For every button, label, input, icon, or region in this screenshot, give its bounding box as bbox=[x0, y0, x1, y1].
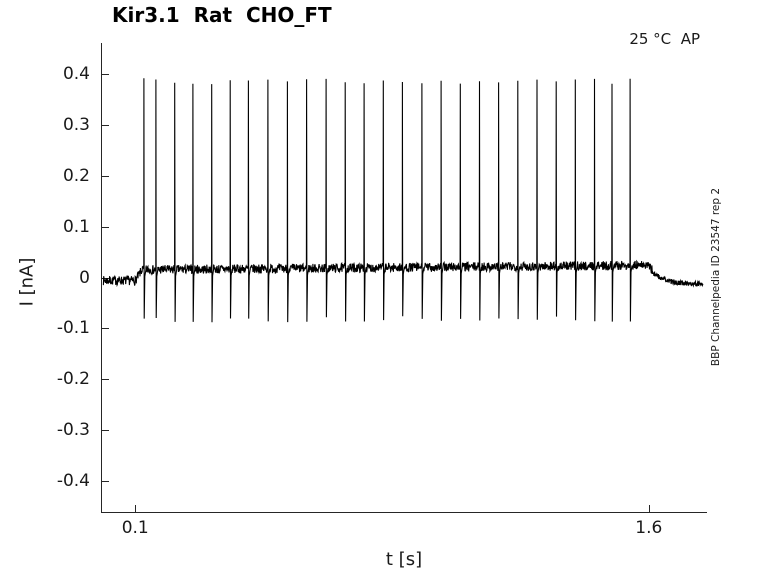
y-tick-label: 0.1 bbox=[62, 216, 90, 237]
x-axis-label: t [s] bbox=[385, 549, 423, 570]
x-tick-label: 1.6 bbox=[635, 518, 663, 538]
y-tick-label: 0.4 bbox=[62, 63, 90, 84]
y-tick-label: -0.1 bbox=[56, 318, 90, 339]
y-tick-label: 0.2 bbox=[62, 165, 90, 186]
y-tick-label: -0.3 bbox=[56, 420, 90, 441]
bbp-channelpedia-id-label: BBP Channelpedia ID 23547 rep 2 bbox=[710, 187, 722, 367]
y-tick-label: -0.4 bbox=[56, 471, 90, 492]
y-axis-label: I [nA] bbox=[16, 257, 38, 307]
x-tick-label: 0.1 bbox=[121, 518, 149, 538]
y-tick-label: 0 bbox=[79, 267, 90, 288]
y-tick-label: -0.2 bbox=[56, 369, 90, 390]
chart-title: Kir3.1 Rat CHO_FT bbox=[112, 3, 332, 27]
y-tick-label: 0.3 bbox=[62, 114, 90, 135]
current-trace-path bbox=[102, 78, 704, 323]
recording-condition-annotation: 25 °C AP bbox=[629, 30, 700, 48]
